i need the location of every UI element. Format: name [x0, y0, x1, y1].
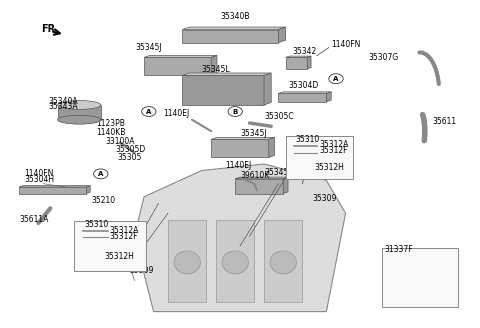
FancyBboxPatch shape	[74, 221, 146, 271]
Polygon shape	[84, 248, 103, 261]
Text: 31337F: 31337F	[384, 245, 413, 254]
Polygon shape	[19, 186, 90, 187]
Ellipse shape	[58, 100, 101, 109]
Text: 35210: 35210	[91, 195, 115, 205]
Text: 1140KB: 1140KB	[96, 128, 125, 137]
Polygon shape	[278, 27, 286, 43]
Ellipse shape	[409, 290, 431, 300]
Text: 35340B: 35340B	[220, 12, 250, 21]
Polygon shape	[182, 30, 278, 43]
Polygon shape	[19, 187, 86, 194]
Polygon shape	[134, 164, 346, 312]
Polygon shape	[144, 57, 211, 75]
Ellipse shape	[222, 251, 248, 274]
Text: 39610K: 39610K	[240, 171, 269, 180]
Text: 1140EJ: 1140EJ	[163, 109, 190, 118]
Text: FR: FR	[41, 24, 55, 33]
Text: 35342: 35342	[293, 47, 317, 56]
Text: 35312H: 35312H	[105, 252, 134, 261]
Text: a: a	[406, 253, 410, 259]
Text: 35305C: 35305C	[264, 112, 294, 121]
Polygon shape	[182, 73, 271, 75]
Polygon shape	[84, 246, 108, 248]
Text: A: A	[98, 171, 104, 177]
Polygon shape	[307, 56, 311, 69]
Polygon shape	[283, 177, 288, 194]
Polygon shape	[286, 56, 311, 57]
Polygon shape	[144, 55, 217, 57]
Polygon shape	[182, 75, 264, 105]
Text: 1140FN: 1140FN	[24, 169, 53, 178]
Text: 35307G: 35307G	[368, 53, 398, 62]
Text: 35345J: 35345J	[240, 129, 266, 138]
Text: 33815G: 33815G	[302, 168, 332, 177]
Polygon shape	[278, 93, 326, 102]
Text: 35345L: 35345L	[202, 65, 230, 74]
Text: B: B	[233, 109, 238, 114]
Polygon shape	[235, 177, 288, 179]
Text: 35304D: 35304D	[288, 81, 318, 90]
Ellipse shape	[409, 272, 431, 283]
Polygon shape	[295, 156, 319, 157]
Polygon shape	[211, 137, 275, 139]
Polygon shape	[314, 156, 319, 171]
Text: 35312A: 35312A	[319, 140, 348, 150]
Polygon shape	[103, 246, 108, 261]
Polygon shape	[235, 179, 283, 194]
Polygon shape	[326, 92, 331, 102]
Polygon shape	[182, 27, 286, 30]
Polygon shape	[264, 73, 271, 105]
Text: 35312A: 35312A	[109, 226, 139, 235]
Polygon shape	[295, 157, 314, 171]
Ellipse shape	[270, 251, 297, 274]
Text: 33815E: 33815E	[96, 250, 125, 259]
Text: 35340A: 35340A	[48, 97, 78, 106]
Bar	[168, 220, 206, 302]
FancyBboxPatch shape	[382, 248, 458, 307]
Text: A: A	[146, 109, 152, 114]
Bar	[216, 220, 254, 302]
Text: 1140EJ: 1140EJ	[226, 161, 252, 170]
Text: 35611A: 35611A	[19, 215, 48, 224]
Ellipse shape	[174, 251, 200, 274]
Polygon shape	[211, 139, 269, 157]
Text: 35343A: 35343A	[48, 102, 78, 111]
Text: 35310: 35310	[84, 220, 108, 229]
Text: 35305D: 35305D	[115, 145, 145, 154]
Text: 1140FN: 1140FN	[331, 40, 360, 49]
Text: 35310: 35310	[295, 135, 320, 144]
Text: 35309: 35309	[312, 194, 336, 203]
Text: 35611: 35611	[432, 117, 456, 126]
Text: A: A	[333, 76, 339, 82]
Text: 35312H: 35312H	[314, 163, 344, 173]
Bar	[264, 220, 302, 302]
Text: 35305: 35305	[118, 153, 142, 162]
Polygon shape	[278, 92, 331, 93]
Text: 35345J: 35345J	[135, 44, 162, 52]
Bar	[58, 105, 101, 120]
FancyBboxPatch shape	[286, 136, 353, 179]
Ellipse shape	[58, 115, 101, 124]
Bar	[409, 277, 431, 295]
Polygon shape	[269, 137, 275, 157]
Text: 35312F: 35312F	[109, 232, 138, 241]
Text: 35304H: 35304H	[24, 175, 54, 184]
Text: 33100A: 33100A	[106, 136, 135, 146]
Text: 35312F: 35312F	[319, 146, 348, 155]
Text: 35309: 35309	[130, 266, 154, 275]
Polygon shape	[211, 55, 217, 75]
Polygon shape	[86, 186, 90, 194]
Text: 35345K: 35345K	[264, 168, 293, 177]
Polygon shape	[286, 57, 307, 69]
Text: 1123PB: 1123PB	[96, 118, 125, 128]
